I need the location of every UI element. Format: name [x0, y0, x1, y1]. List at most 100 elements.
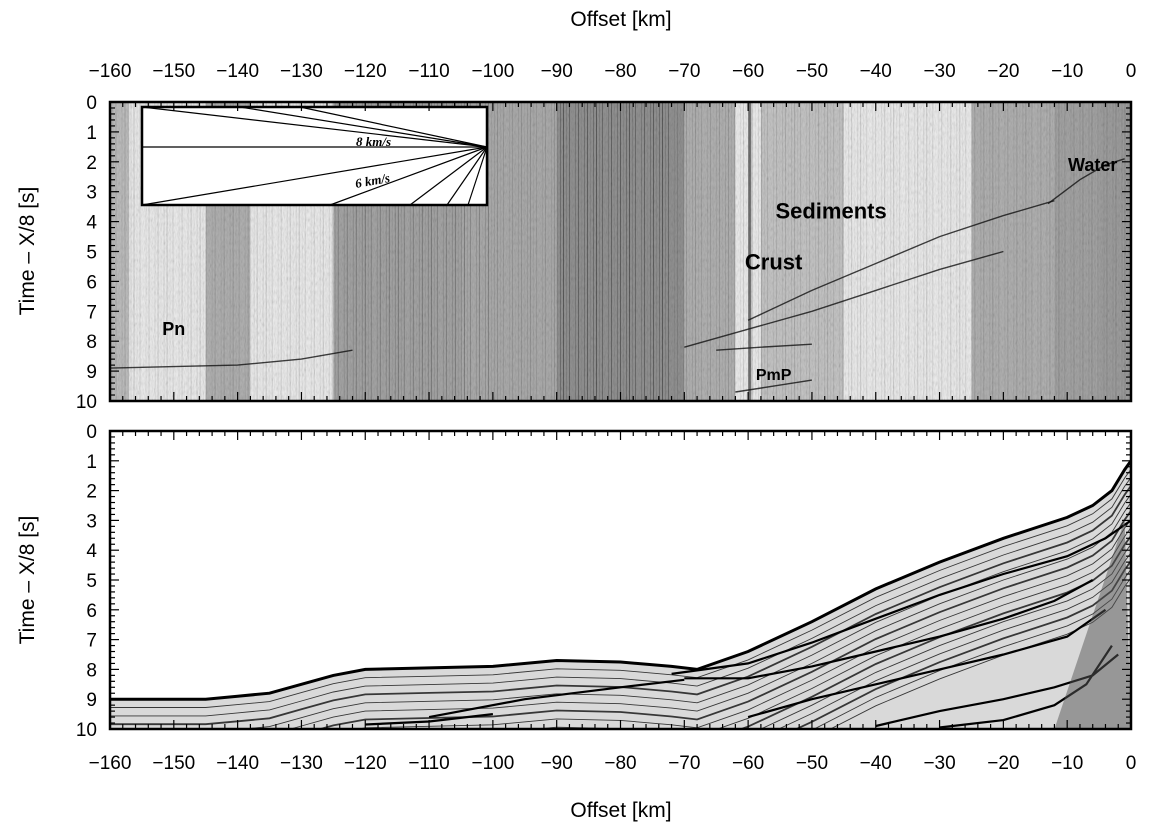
y-tick-label: 1: [86, 452, 97, 473]
y-tick-label: 8: [86, 332, 97, 353]
synthetic-reflection: [759, 543, 1131, 729]
observed-phase-lines: [110, 158, 1125, 393]
synthetic-phase: [684, 579, 1094, 680]
y-tick-label: 9: [86, 362, 97, 383]
synthetic-reflection: [317, 510, 1131, 729]
observed-phase: [747, 200, 1055, 321]
bottom-x-tick-label: −110: [408, 753, 449, 774]
top-x-tick-label: −30: [923, 61, 955, 82]
top-x-tick-label: −130: [280, 61, 323, 82]
y-tick-label: 1: [86, 123, 97, 144]
annotation-water: Water: [1068, 155, 1117, 175]
amplitude-band: [760, 102, 844, 401]
y-tick-label: 10: [76, 720, 97, 741]
observed-phase: [716, 343, 812, 351]
top-y-axis-title: Time – X/8 [s]: [16, 187, 39, 316]
top-x-tick-label: −90: [541, 61, 573, 82]
y-tick-label: 8: [86, 660, 97, 681]
velocity-fan-line: [467, 146, 488, 206]
bottom-x-tick-label: −60: [732, 753, 764, 774]
synthetic-phase: [747, 608, 1107, 719]
velocity-inset-frame: [140, 105, 489, 207]
annotation-crust: Crust: [745, 249, 803, 274]
synthetic-reflection: [829, 577, 1131, 729]
top-x-tick-label: −120: [344, 61, 387, 82]
top-x-tick-label: −80: [604, 61, 636, 82]
axes: 0 1 2 3 4 5 6 7 8 9 10 0 1 2 3 4 5 6 7 8 9 10 −160 −150 −140 −130…: [76, 61, 1136, 774]
y-tick-label: 5: [86, 243, 97, 264]
observed-phase: [1047, 158, 1125, 205]
amplitude-band: [1054, 102, 1100, 401]
synthetic-reflection: [356, 518, 1131, 729]
velocity-fan-line: [141, 106, 488, 148]
amplitude-band: [684, 102, 736, 401]
y-tick-label: 0: [86, 93, 97, 114]
y-tick-label: 10: [76, 392, 97, 413]
velocity-fan-line: [329, 146, 488, 206]
y-tick-label: 4: [86, 213, 97, 234]
y-tick-label: 6: [86, 601, 97, 622]
bottom-x-tick-label: −30: [923, 753, 955, 774]
velocity-inset: 8 km/s 6 km/s: [140, 105, 489, 207]
bottom-x-axis-title: Offset [km]: [570, 799, 671, 822]
y-tick-label: 3: [86, 183, 97, 204]
y-tick-label: 0: [86, 422, 97, 443]
synthetic-reflection: [110, 468, 1131, 708]
near-offset-shading: [1054, 520, 1131, 729]
y-tick-label: 2: [86, 482, 97, 503]
top-x-tick-label: −150: [152, 61, 195, 82]
top-x-tick-label: −20: [987, 61, 1019, 82]
synthetic-reflection: [239, 493, 1131, 729]
synthetic-reflection: [813, 569, 1131, 729]
top-x-tick-label: −110: [408, 61, 449, 82]
top-x-tick-label: −140: [216, 61, 259, 82]
amplitude-band: [748, 102, 752, 401]
top-x-tick-label: −100: [471, 61, 514, 82]
bottom-x-tick-label: −70: [668, 753, 700, 774]
annotation-sediments: Sediments: [775, 199, 886, 224]
bottom-x-tick-label: 0: [1126, 753, 1137, 774]
synthetic-phase: [428, 678, 685, 719]
annotation-pmp: PmP: [756, 367, 792, 384]
synthetic-phase-lines: [110, 468, 1131, 729]
inset-label-8kms: 8 km/s: [356, 134, 391, 149]
bottom-x-tick-label: −160: [89, 753, 132, 774]
amplitude-band: [971, 102, 1055, 401]
synthetic-wavefield-fill: [110, 460, 1131, 729]
y-tick-label: 9: [86, 690, 97, 711]
observed-phase: [110, 349, 353, 369]
y-tick-label: 7: [86, 302, 97, 323]
top-x-tick-label: −50: [796, 61, 828, 82]
synthetic-panel: [108, 429, 1133, 731]
bottom-x-tick-label: −140: [216, 753, 259, 774]
top-x-tick-label: −60: [732, 61, 764, 82]
synthetic-reflection: [777, 552, 1131, 729]
bottom-x-tick-label: −50: [796, 753, 828, 774]
bottom-x-tick-label: −40: [860, 753, 892, 774]
synthetic-reflection: [289, 502, 1131, 729]
synthetic-first-arrival: [110, 459, 1131, 701]
amplitude-band: [110, 102, 130, 401]
amplitude-band: [556, 102, 685, 401]
top-x-tick-label: −160: [89, 61, 132, 82]
synthetic-reflection: [110, 477, 1131, 717]
top-x-tick-label: −40: [860, 61, 892, 82]
velocity-fan-line: [409, 146, 488, 206]
top-x-tick-label: −70: [668, 61, 700, 82]
bottom-x-tick-label: −120: [344, 753, 387, 774]
synthetic-reflection: [532, 527, 1131, 729]
top-x-axis-title: Offset [km]: [570, 8, 671, 31]
inset-label-6kms: 6 km/s: [354, 170, 391, 191]
bottom-x-tick-label: −130: [280, 753, 323, 774]
velocity-fan-line: [299, 106, 488, 148]
velocity-fan-lines: [141, 106, 488, 206]
synthetic-reflection: [110, 485, 1131, 726]
synthetic-reflection: [794, 560, 1131, 729]
bottom-x-tick-label: −10: [1051, 753, 1083, 774]
observed-panel: 8 km/s 6 km/s Water Sediments Crust Pn P…: [108, 100, 1133, 403]
bottom-y-axis-title: Time – X/8 [s]: [16, 516, 39, 645]
y-tick-label: 5: [86, 571, 97, 592]
bottom-x-tick-label: −80: [604, 753, 636, 774]
y-tick-label: 7: [86, 631, 97, 652]
